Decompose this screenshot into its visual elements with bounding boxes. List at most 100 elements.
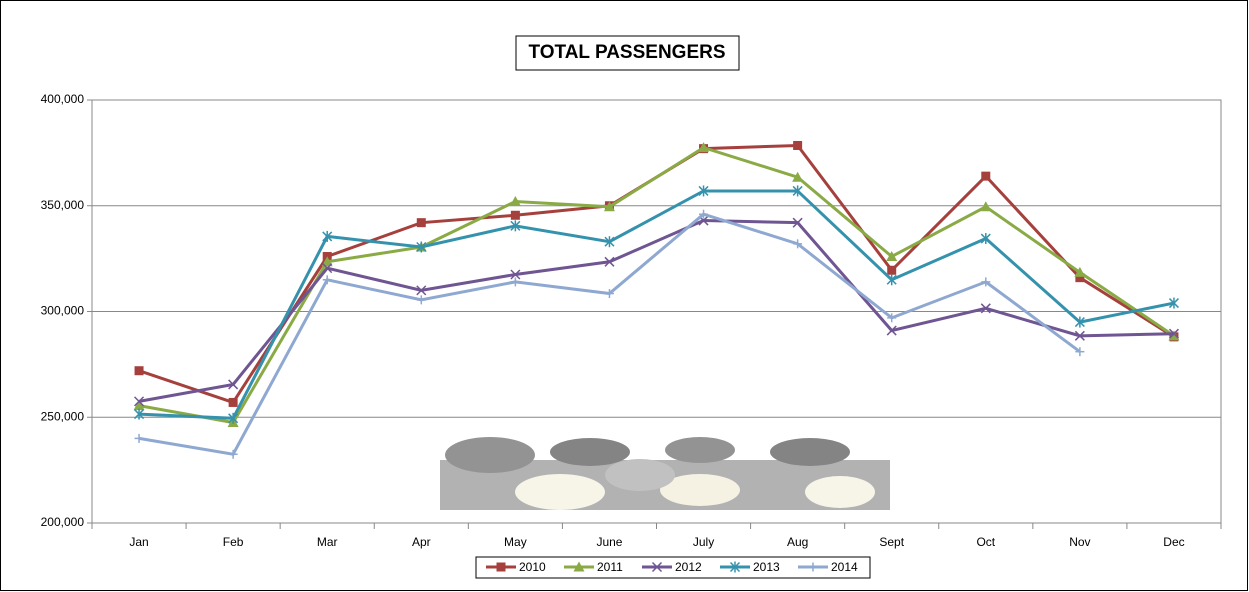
decor-crowd: [440, 437, 890, 510]
marker-stroke: [651, 561, 663, 573]
marker-shape: [228, 397, 238, 407]
marker-stroke: [228, 379, 239, 390]
marker: [793, 140, 803, 150]
marker-shape: [981, 171, 991, 181]
marker: [981, 171, 991, 181]
marker: [792, 185, 803, 197]
marker: [1074, 330, 1085, 341]
marker-stroke: [604, 256, 615, 267]
y-tick-label: 200,000: [41, 515, 85, 529]
y-tick-label: 400,000: [41, 92, 85, 106]
marker: [698, 142, 710, 153]
marker: [496, 562, 506, 572]
marker-stroke: [322, 263, 333, 274]
marker: [1168, 330, 1180, 341]
marker-shape: [496, 562, 506, 572]
x-tick-label: Sept: [879, 535, 904, 549]
marker: [228, 379, 239, 390]
marker-stroke: [886, 325, 897, 336]
marker: [510, 269, 521, 280]
marker: [887, 313, 897, 323]
marker: [980, 303, 991, 314]
x-tick-label: Jan: [129, 535, 148, 549]
marker: [510, 220, 521, 232]
marker-shape: [133, 400, 145, 411]
marker: [698, 185, 709, 197]
marker: [322, 230, 333, 242]
legend-box: [475, 556, 871, 579]
marker: [792, 171, 804, 182]
marker: [133, 400, 145, 411]
marker: [603, 201, 615, 212]
marker-shape: [1074, 266, 1086, 277]
marker: [981, 277, 991, 287]
marker-shape: [698, 142, 710, 153]
marker-stroke: [698, 215, 709, 226]
marker: [604, 236, 615, 248]
marker-shape: [792, 171, 804, 182]
marker: [416, 285, 427, 296]
marker-shape: [980, 201, 992, 212]
marker: [509, 196, 521, 207]
marker-shape: [887, 265, 897, 275]
marker: [604, 289, 614, 299]
marker: [416, 218, 426, 228]
y-tick-label: 350,000: [41, 198, 85, 212]
x-tick-label: Feb: [223, 535, 244, 549]
x-tick-label: May: [504, 535, 527, 549]
marker-stroke: [1074, 330, 1085, 341]
x-tick-label: July: [693, 535, 714, 549]
x-tick-label: Aug: [787, 535, 808, 549]
marker: [699, 209, 709, 219]
legend-label: 2014: [831, 560, 858, 574]
marker-stroke: [980, 303, 991, 314]
marker: [1074, 266, 1086, 277]
marker: [729, 561, 741, 573]
legend-label: 2010: [519, 560, 546, 574]
series-line: [138, 219, 1174, 403]
legend-label: 2012: [675, 560, 702, 574]
y-tick-label: 300,000: [41, 304, 85, 318]
series-line: [138, 189, 1175, 420]
marker: [134, 408, 145, 420]
marker-stroke: [1168, 328, 1179, 339]
marker: [321, 256, 333, 267]
marker: [980, 233, 991, 245]
marker: [573, 561, 585, 572]
marker: [510, 210, 520, 220]
marker-shape: [321, 256, 333, 267]
marker-shape: [509, 196, 521, 207]
marker-shape: [134, 366, 144, 376]
marker: [322, 263, 333, 274]
chart-title: TOTAL PASSENGERS: [528, 42, 725, 63]
marker-stroke: [792, 217, 803, 228]
x-tick-label: Apr: [412, 535, 431, 549]
marker-shape: [1075, 273, 1085, 283]
marker: [510, 277, 520, 287]
marker: [134, 366, 144, 376]
marker-shape: [603, 201, 615, 212]
marker-stroke: [134, 396, 145, 407]
marker: [980, 201, 992, 212]
marker: [134, 396, 145, 407]
marker: [228, 449, 238, 459]
marker-shape: [510, 210, 520, 220]
marker-stroke: [416, 285, 427, 296]
marker: [228, 412, 239, 424]
marker: [416, 295, 426, 305]
marker: [792, 217, 803, 228]
marker: [886, 274, 897, 286]
marker-shape: [416, 218, 426, 228]
marker: [228, 397, 238, 407]
marker: [134, 433, 144, 443]
y-tick-label: 250,000: [41, 409, 85, 423]
marker: [808, 562, 818, 572]
marker: [886, 251, 898, 262]
x-tick-label: Dec: [1163, 535, 1184, 549]
marker: [604, 256, 615, 267]
marker: [1168, 328, 1179, 339]
marker-shape: [886, 251, 898, 262]
marker-stroke: [510, 269, 521, 280]
marker: [1168, 297, 1179, 309]
